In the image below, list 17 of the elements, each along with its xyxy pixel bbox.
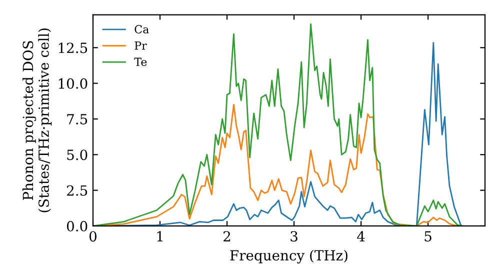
legend-label: Te	[134, 58, 147, 66]
x-axis-title: Frequency (THz)	[230, 250, 348, 264]
x-tick-label: 4	[357, 231, 365, 242]
y-axis-title: Phonon projected DOS (States/THz·primitive cell)	[22, 28, 52, 212]
y-tick-label: 0.0	[66, 220, 88, 232]
y-tick-label: 10.0	[58, 78, 88, 89]
x-tick-label: 5	[424, 231, 432, 242]
legend-label: Ca	[134, 25, 149, 34]
x-tick-label: 0	[89, 231, 96, 242]
x-tick-label: 3	[290, 231, 298, 242]
y-tick-label: 7.5	[67, 114, 88, 124]
legend-label: Pr	[134, 41, 147, 50]
y-tick-label: 2.5	[66, 185, 88, 196]
y-tick-label: 12.5	[58, 42, 88, 54]
y-tick-label: 5.0	[67, 150, 88, 160]
x-tick-label: 1	[157, 231, 162, 242]
x-tick-label: 2	[224, 231, 230, 242]
